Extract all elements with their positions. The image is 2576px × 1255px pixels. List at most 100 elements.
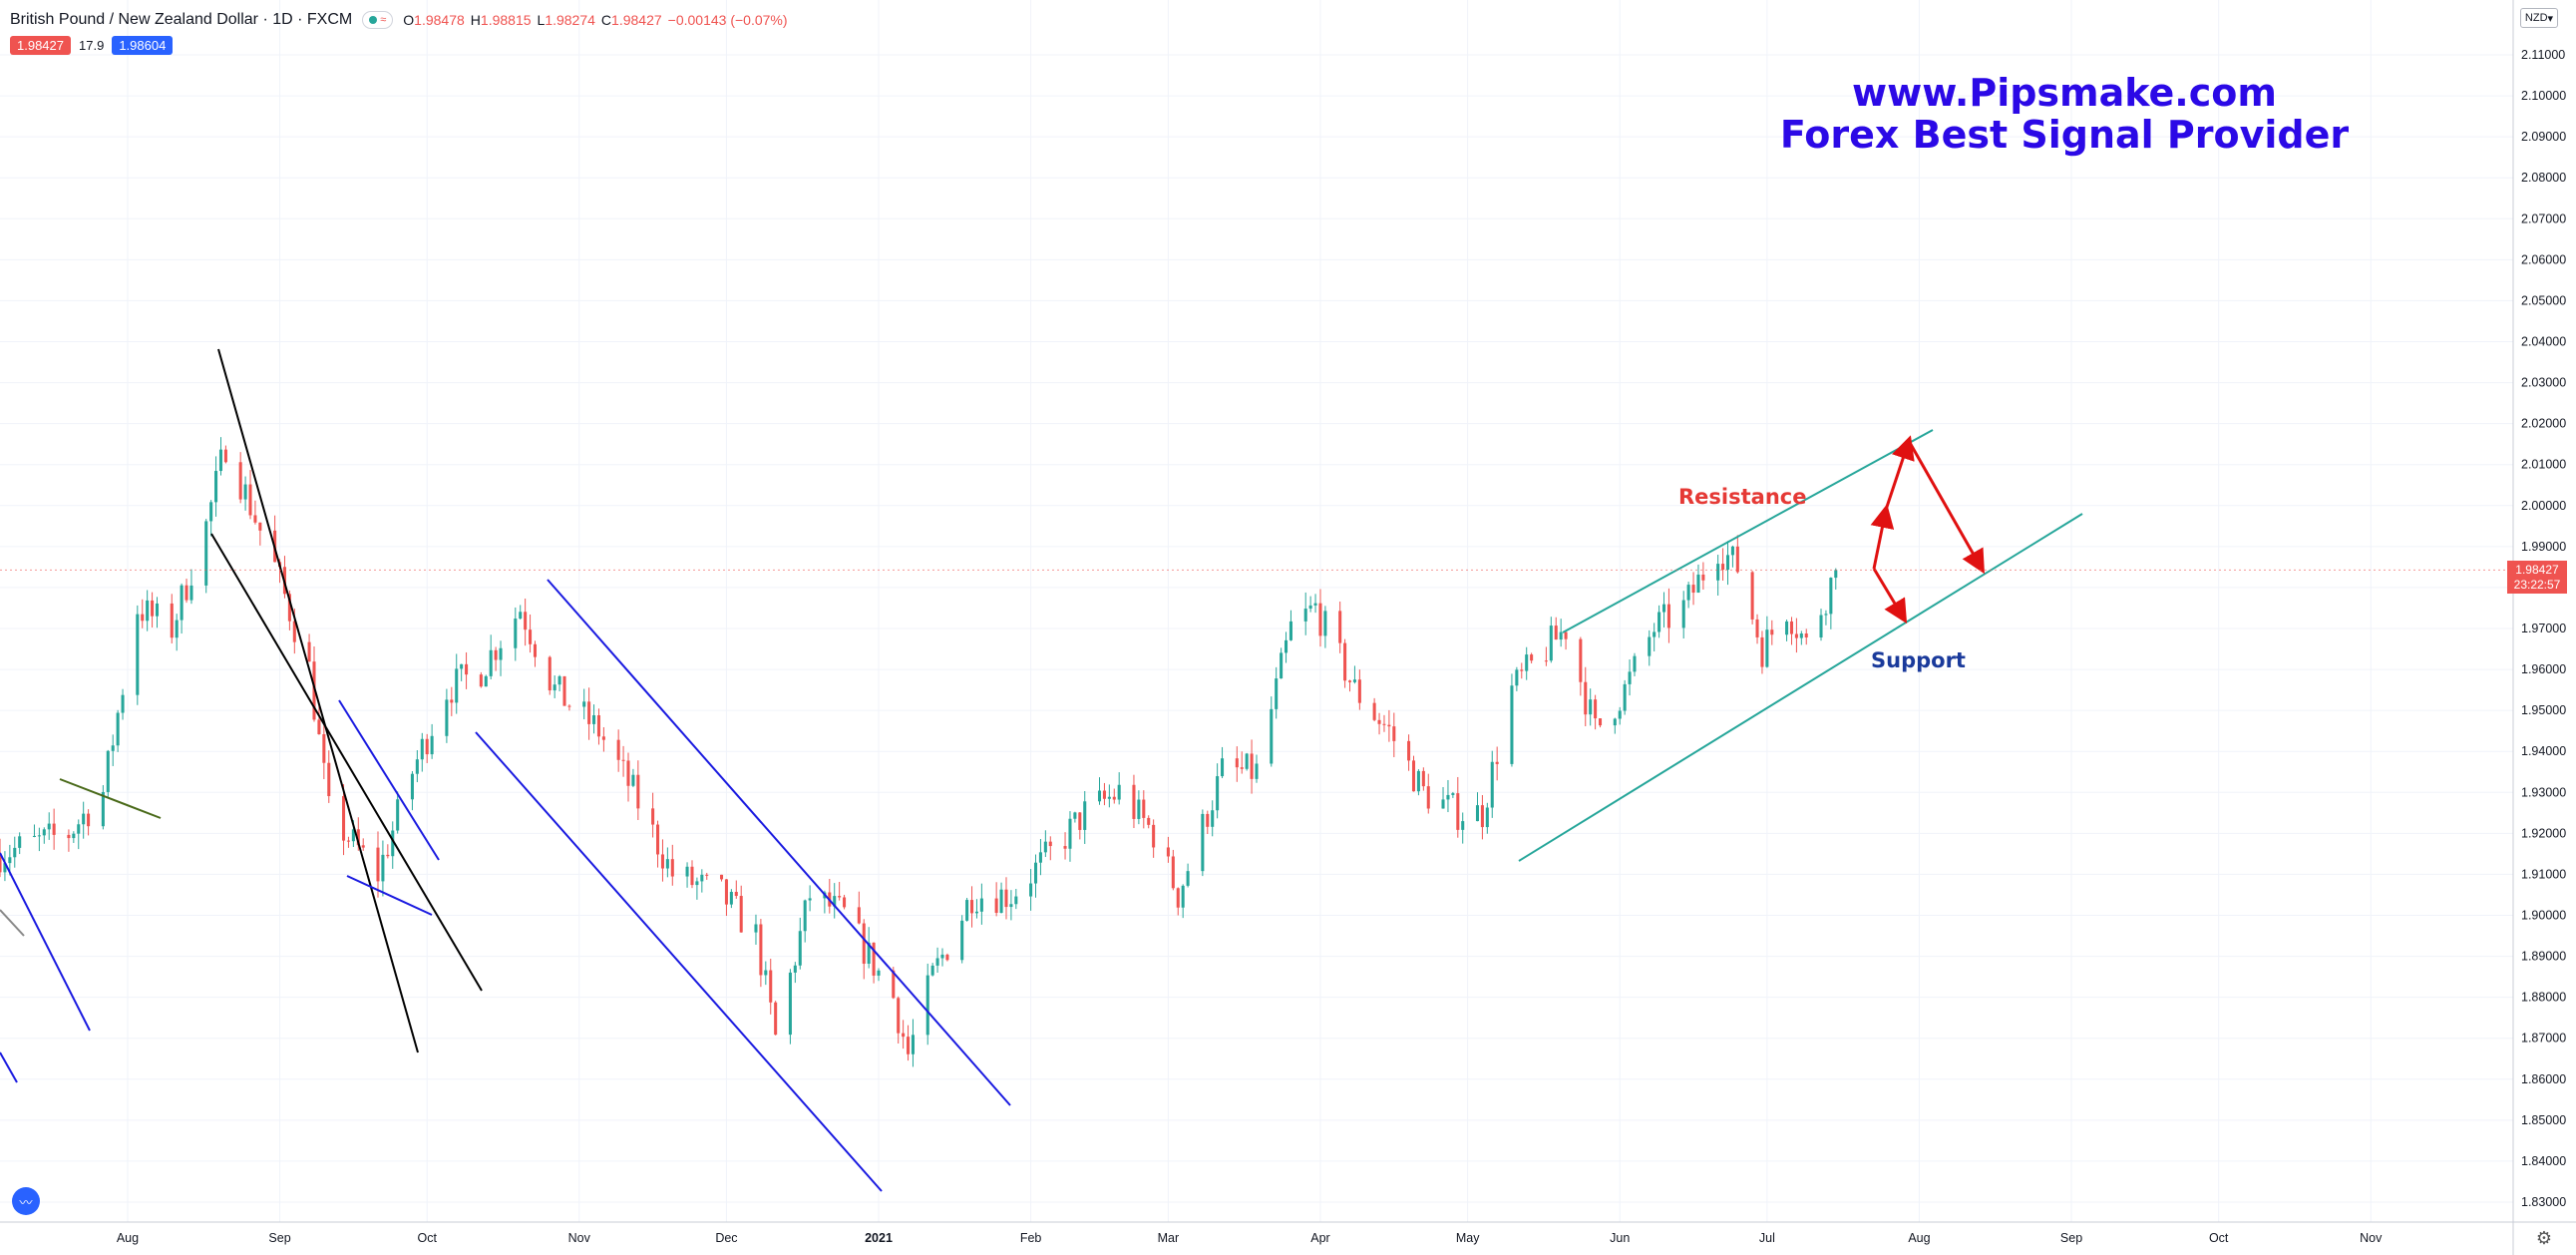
blue-trendline <box>338 699 440 861</box>
candle-body <box>1280 652 1284 679</box>
tradingview-logo-icon[interactable]: 〰 <box>12 1187 40 1215</box>
currency-select-button[interactable]: NZD ▾ <box>2520 8 2558 28</box>
candle-body <box>1653 631 1656 637</box>
candle-body <box>258 522 262 531</box>
x-tick-label: Nov <box>2360 1231 2383 1245</box>
candle-body <box>1416 770 1420 792</box>
x-tick-label: Mar <box>1158 1231 1180 1245</box>
ohlc-change: −0.00143 (−0.07%) <box>667 12 788 28</box>
market-status-indicator[interactable]: ≈ <box>362 11 394 29</box>
ohlc-low: L1.98274 <box>537 12 595 28</box>
symbol-header[interactable]: British Pound / New Zealand Dollar · 1D … <box>10 9 788 31</box>
candle-body <box>1421 770 1425 787</box>
candle-body <box>1411 760 1416 792</box>
candle-body <box>77 824 81 834</box>
candle-body <box>1510 685 1514 764</box>
candle-body <box>867 942 871 964</box>
candle-body <box>238 462 242 500</box>
y-tick-label: 1.84000 <box>2521 1154 2566 1168</box>
candle-body <box>396 799 400 831</box>
candle-body <box>1755 619 1759 637</box>
candle-body <box>1107 796 1111 799</box>
candle-body <box>376 847 380 882</box>
candle-body <box>1657 612 1661 632</box>
bid-price-button[interactable]: 1.98427 <box>10 36 71 55</box>
candle-body <box>1495 761 1499 764</box>
candle-body <box>292 621 296 642</box>
y-tick-label: 2.01000 <box>2521 458 2566 472</box>
candle-body <box>616 739 620 760</box>
candle-body <box>1206 813 1210 827</box>
candle-body <box>214 471 218 503</box>
x-tick-label: Nov <box>568 1231 591 1245</box>
candle-body <box>1303 609 1307 622</box>
candle-body <box>146 600 150 622</box>
candle-body <box>739 896 743 933</box>
candle-body <box>729 891 733 905</box>
candle-body <box>1097 790 1102 802</box>
ask-price-button[interactable]: 1.98604 <box>112 36 174 55</box>
candle-body <box>82 813 86 825</box>
candle-body <box>1048 841 1052 847</box>
candle-body <box>1666 604 1670 628</box>
candle-body <box>1387 724 1391 727</box>
projection-arrow <box>1872 568 1908 625</box>
y-tick-label: 2.00000 <box>2521 499 2566 513</box>
candle-body <box>1014 896 1018 905</box>
watermark-text: www.Pipsmake.com Forex Best Signal Provi… <box>1755 72 2374 156</box>
candle-body <box>907 1037 911 1054</box>
candle-body <box>843 897 847 908</box>
candle-body <box>1285 639 1288 653</box>
candle-body <box>155 603 160 617</box>
support-label[interactable]: Support <box>1871 648 1966 672</box>
last-price-value: 1.98427 <box>2515 563 2559 577</box>
resistance-label[interactable]: Resistance <box>1678 485 1807 509</box>
candle-body <box>1716 564 1720 581</box>
candle-body <box>1613 718 1617 726</box>
symbol-title[interactable]: British Pound / New Zealand Dollar · 1D … <box>10 11 353 28</box>
candle-body <box>656 824 660 855</box>
candle-body <box>1623 683 1627 711</box>
support-line <box>1518 513 2083 862</box>
candle-body <box>415 759 419 774</box>
candle-body <box>587 701 591 724</box>
candle-body <box>1686 585 1690 601</box>
candle-body <box>872 942 876 976</box>
y-tick-label: 2.10000 <box>2521 89 2566 103</box>
candle-body <box>970 900 974 914</box>
candle-body <box>1661 604 1666 613</box>
candle-body <box>52 823 56 835</box>
candle-body <box>690 866 694 886</box>
candle-body <box>1520 669 1524 671</box>
candle-body <box>18 836 22 848</box>
gear-icon[interactable]: ⚙ <box>2535 1227 2553 1248</box>
candle-body <box>1490 761 1494 808</box>
candle-body <box>1211 810 1215 827</box>
candle-body <box>788 972 792 1036</box>
candle-body <box>67 834 71 839</box>
candle-body <box>1352 679 1356 682</box>
candle-body <box>243 484 247 500</box>
candle-body <box>1186 871 1190 886</box>
candle-body <box>1240 767 1244 769</box>
candle-body <box>911 1035 915 1054</box>
y-tick-label: 2.03000 <box>2521 376 2566 390</box>
candle-body <box>1270 708 1274 764</box>
y-tick-label: 2.06000 <box>2521 252 2566 266</box>
candle-body <box>1485 807 1489 828</box>
candle-body <box>3 863 7 873</box>
candle-body <box>1599 718 1603 726</box>
candle-body <box>37 835 41 837</box>
candle-body <box>430 735 434 755</box>
x-tick-label: Jun <box>1610 1231 1630 1245</box>
candle-body <box>1372 702 1376 720</box>
candle-body <box>1201 813 1205 872</box>
y-tick-label: 1.92000 <box>2521 826 2566 840</box>
candle-body <box>670 859 674 877</box>
candle-body <box>1589 699 1593 715</box>
candle-body <box>1033 862 1038 884</box>
y-tick-label: 1.96000 <box>2521 662 2566 676</box>
candle-body <box>695 881 699 886</box>
candle-body <box>862 923 866 964</box>
